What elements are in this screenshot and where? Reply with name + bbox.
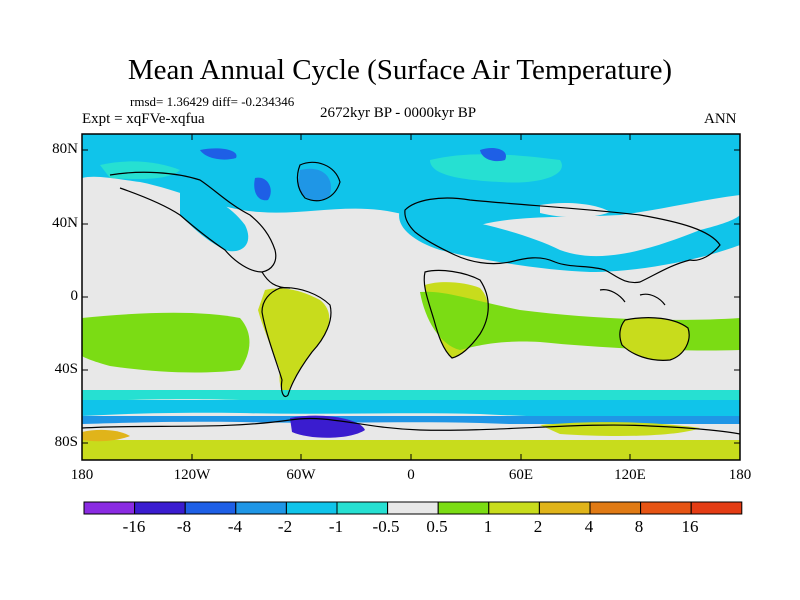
field-samerica-olive — [258, 288, 330, 393]
colorbar-label: 16 — [681, 517, 699, 536]
ylabel-80n: 80N — [52, 141, 78, 157]
field-namerica-cyan — [180, 185, 249, 252]
field-neutral-patch — [540, 202, 610, 218]
temperature-field — [82, 134, 740, 460]
colorbar-swatch — [488, 501, 540, 515]
colorbar-label: -8 — [176, 517, 192, 536]
field-rossa-orange — [82, 429, 130, 442]
colorbar-label: -4 — [227, 517, 243, 536]
field-siberia-teal — [430, 154, 562, 183]
colorbar-label: 8 — [634, 517, 644, 536]
colorbar-swatch — [387, 501, 439, 515]
field-asia-cyan — [399, 210, 740, 272]
field-arctic-blue — [200, 148, 237, 160]
colorbar-label: -1 — [328, 517, 344, 536]
chart-title: Mean Annual Cycle (Surface Air Temperatu… — [127, 54, 673, 86]
coast-australia — [619, 317, 690, 361]
xlabel-180e: 180 — [728, 467, 752, 483]
xlabel-180w: 180 — [70, 467, 94, 483]
ylabel-0: 0 — [70, 288, 79, 304]
period-label: 2672kyr BP - 0000kyr BP — [320, 105, 477, 121]
colorbar-label: -0.5 — [372, 517, 400, 536]
colorbar-swatch — [235, 501, 287, 515]
colorbar-swatch — [538, 501, 591, 515]
field-north-cyan — [82, 134, 740, 227]
ylabel-40s: 40S — [54, 361, 78, 377]
coast-antarctica — [82, 417, 740, 435]
coast-samerica — [261, 287, 332, 398]
colorbar-swatch — [437, 501, 490, 515]
colorbar-swatch — [83, 501, 136, 515]
colorbar-swatch — [690, 501, 743, 515]
field-southern-cyan — [82, 400, 740, 419]
coastlines — [82, 161, 740, 435]
colorbar-swatch — [589, 501, 642, 515]
field-kara-blue — [480, 148, 506, 162]
coast-indonesia — [599, 289, 666, 306]
experiment-label: Expt = xqFVe-xqfua — [82, 111, 205, 127]
colorbar-label: 4 — [584, 517, 594, 536]
colorbar-swatch — [336, 501, 389, 515]
xlabel-120w: 120W — [173, 467, 211, 483]
coast-africa — [423, 269, 489, 359]
field-pacific-green — [82, 312, 250, 373]
xlabel-0: 0 — [407, 467, 415, 483]
season-label: ANN — [704, 111, 737, 127]
field-greenland-blue — [298, 168, 331, 201]
xlabel-60e: 60E — [508, 467, 534, 483]
field-alaska-teal — [100, 161, 180, 180]
colorbar-label: 1 — [483, 517, 493, 536]
field-weddell-darkblue — [290, 415, 365, 438]
field-antarctic-olive — [82, 440, 740, 460]
colorbar-label: 0.5 — [426, 517, 448, 536]
colorbar-swatch — [285, 501, 338, 515]
coast-namerica — [109, 171, 277, 273]
field-hudson-blue — [254, 177, 271, 201]
colorbar-swatch — [184, 501, 237, 515]
colorbar-swatch — [640, 501, 692, 515]
colorbar-label: -2 — [277, 517, 293, 536]
colorbar-label: -16 — [122, 517, 146, 536]
field-australia-olive — [619, 317, 690, 361]
coast-eurasia — [404, 197, 721, 284]
axis-ticks — [82, 134, 740, 460]
ylabel-40n: 40N — [52, 215, 78, 231]
colorbar-label: 2 — [533, 517, 543, 536]
colorbar-swatch — [134, 501, 186, 515]
stats-text: rmsd= 1.36429 diff= -0.234346 — [130, 94, 295, 109]
coast-greenland — [296, 161, 341, 202]
ylabel-80s: 80S — [54, 434, 78, 450]
xlabel-60w: 60W — [286, 467, 316, 483]
xlabel-120e: 120E — [614, 467, 646, 483]
